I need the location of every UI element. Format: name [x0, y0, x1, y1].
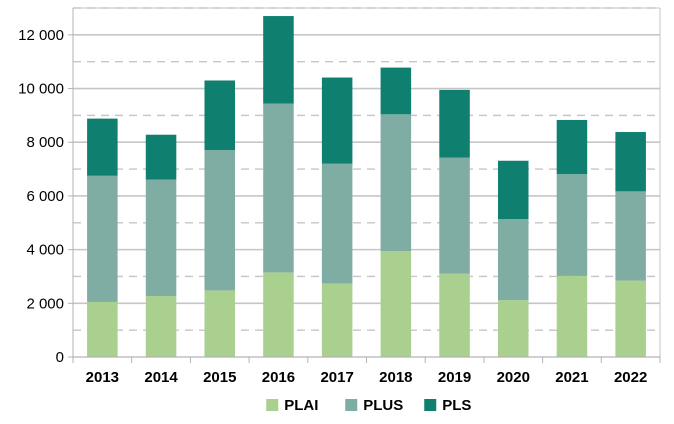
bar-pls-2020	[497, 160, 529, 220]
bar-plus-2013	[87, 175, 118, 302]
y-tick-label: 0	[56, 349, 64, 366]
x-tick-labels: 2013 2014 2015 2016 2017 2018 2019 2020 2021 2022	[86, 369, 648, 386]
legend: PLAI PLUS PLS	[266, 397, 471, 414]
bar-plai-2018	[380, 251, 412, 357]
y-tick-label: 2 000	[26, 295, 64, 312]
bar-plai-2020	[497, 300, 529, 357]
bar-plai-2021	[556, 275, 588, 357]
bar-plai-2017	[321, 283, 353, 357]
x-tick-label: 2015	[203, 369, 236, 386]
legend-swatch-plai	[266, 399, 279, 411]
bar-pls-2017	[321, 77, 353, 164]
bar-pls-2014	[145, 134, 177, 180]
bar-plus-2015	[204, 150, 236, 291]
x-tick-label: 2014	[144, 369, 178, 386]
x-tick-label: 2020	[497, 369, 530, 386]
legend-swatch-plus	[345, 399, 358, 411]
bar-plai-2019	[439, 273, 470, 357]
y-tick-label: 4 000	[26, 242, 64, 259]
bar-pls-2021	[556, 119, 588, 175]
bar-plus-2017	[321, 163, 353, 284]
bar-pls-2022	[615, 132, 646, 192]
bar-pls-2016	[263, 16, 294, 104]
x-tick-label: 2013	[86, 369, 119, 386]
legend-label-pls: PLS	[442, 397, 471, 414]
y-tick-labels: 0 2 000 4 000 6 000 8 000 10 000 12 000	[18, 27, 64, 366]
x-tick-label: 2022	[614, 369, 647, 386]
bar-plai-2013	[87, 301, 118, 357]
y-tick-label: 12 000	[18, 27, 64, 44]
bar-pls-2013	[87, 118, 118, 176]
bar-plai-2022	[615, 280, 646, 357]
legend-swatch-pls	[424, 399, 437, 411]
y-tick-label: 8 000	[26, 134, 64, 151]
bar-plai-2016	[263, 272, 294, 357]
bar-plus-2016	[263, 103, 294, 273]
bar-pls-2015	[204, 80, 236, 151]
bar-plai-2014	[145, 296, 177, 357]
y-tick-label: 6 000	[26, 188, 64, 205]
bars	[87, 16, 646, 357]
x-tick-label: 2017	[320, 369, 353, 386]
legend-label-plai: PLAI	[284, 397, 318, 414]
x-tick-label: 2018	[379, 369, 412, 386]
bar-plai-2015	[204, 290, 236, 357]
bar-pls-2019	[439, 89, 470, 158]
bar-pls-2018	[380, 67, 412, 115]
x-tick-label: 2021	[555, 369, 588, 386]
x-tick-label: 2019	[438, 369, 471, 386]
axes	[68, 7, 661, 363]
legend-label-plus: PLUS	[363, 397, 403, 414]
bar-plus-2014	[145, 179, 177, 297]
y-tick-label: 10 000	[18, 81, 64, 98]
bar-plus-2020	[497, 219, 529, 301]
bar-plus-2022	[615, 191, 646, 281]
x-tick-label: 2016	[262, 369, 295, 386]
bar-plus-2018	[380, 114, 412, 252]
bar-plus-2019	[439, 157, 470, 274]
bar-plus-2021	[556, 174, 588, 276]
